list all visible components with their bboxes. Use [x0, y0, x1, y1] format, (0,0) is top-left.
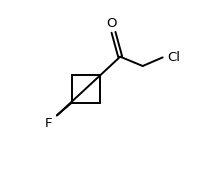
Text: Cl: Cl — [167, 51, 180, 64]
Text: F: F — [45, 117, 53, 130]
Text: O: O — [106, 17, 116, 30]
